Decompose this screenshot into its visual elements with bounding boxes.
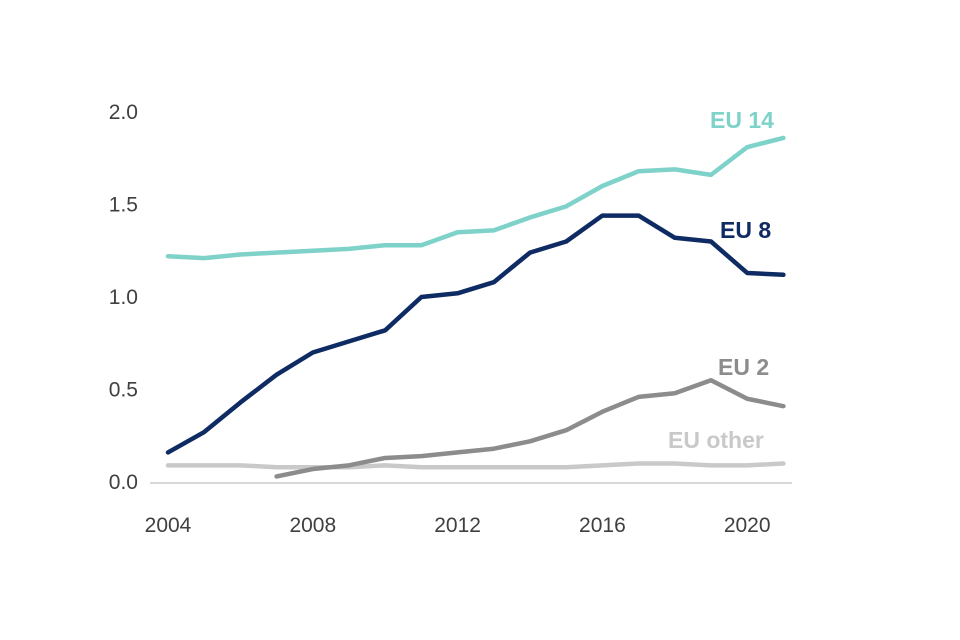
y-tick-label: 2.0 xyxy=(109,101,138,124)
x-tick-label: 2012 xyxy=(434,514,481,537)
x-axis-tick-labels: 2004 2008 2012 2016 2020 xyxy=(145,514,771,537)
series-label-eu-14: EU 14 xyxy=(710,107,774,133)
y-tick-label: 1.5 xyxy=(109,194,138,217)
x-tick-label: 2004 xyxy=(145,514,192,537)
x-tick-label: 2008 xyxy=(289,514,336,537)
series-label-eu-2: EU 2 xyxy=(718,354,769,380)
series-lines xyxy=(165,135,786,479)
series-line-eu-14 xyxy=(165,135,786,261)
series-line-eu-8 xyxy=(165,213,786,455)
y-tick-label: 0.5 xyxy=(109,379,138,402)
series-label-eu-other: EU other xyxy=(668,427,764,453)
y-axis-tick-labels: 0.0 0.5 1.0 1.5 2.0 xyxy=(109,101,138,494)
y-tick-label: 1.0 xyxy=(109,286,138,309)
y-tick-label: 0.0 xyxy=(109,471,138,494)
x-tick-label: 2016 xyxy=(579,514,626,537)
series-line-eu-2 xyxy=(274,378,786,479)
series-label-eu-8: EU 8 xyxy=(720,217,771,243)
x-tick-label: 2020 xyxy=(724,514,771,537)
series-line-eu-other xyxy=(165,461,786,470)
